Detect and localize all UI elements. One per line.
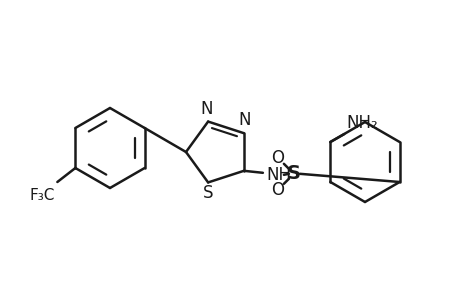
Text: S: S [202, 184, 213, 202]
Text: NH₂: NH₂ [346, 114, 377, 132]
Text: N: N [238, 111, 251, 129]
Text: N: N [201, 100, 213, 118]
Text: NH: NH [265, 166, 290, 184]
Text: O: O [271, 149, 284, 167]
Text: F₃C: F₃C [30, 188, 55, 203]
Text: S: S [286, 164, 300, 183]
Text: O: O [271, 181, 284, 199]
